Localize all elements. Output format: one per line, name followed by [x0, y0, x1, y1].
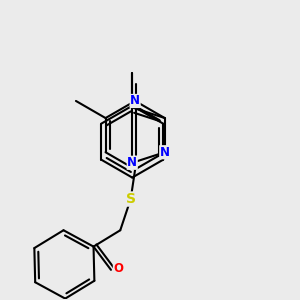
Text: N: N: [127, 156, 137, 169]
Text: N: N: [160, 146, 170, 159]
Text: O: O: [113, 262, 123, 275]
Text: N: N: [130, 94, 140, 107]
Text: S: S: [126, 192, 136, 206]
